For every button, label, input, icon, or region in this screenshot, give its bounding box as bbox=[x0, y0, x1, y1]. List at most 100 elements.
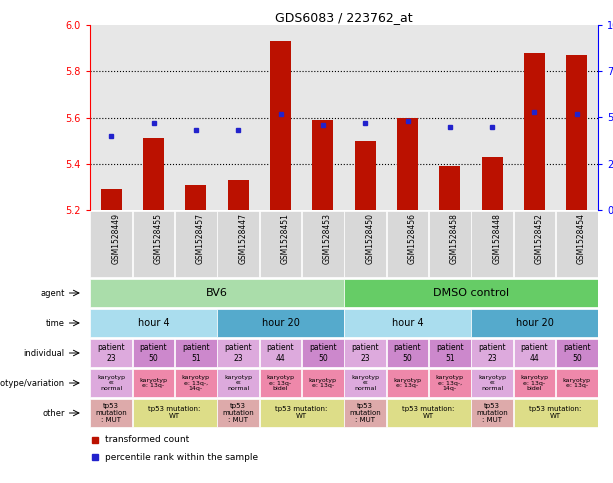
Text: percentile rank within the sample: percentile rank within the sample bbox=[105, 453, 258, 462]
Text: time: time bbox=[46, 318, 65, 327]
Bar bbox=[428, 25, 471, 210]
Bar bbox=[175, 25, 217, 210]
Text: GSM1528447: GSM1528447 bbox=[238, 213, 247, 264]
Bar bbox=[259, 25, 302, 210]
Text: GSM1528453: GSM1528453 bbox=[323, 213, 332, 264]
Text: karyotyp
e: 13q-: karyotyp e: 13q- bbox=[563, 378, 591, 388]
Text: patient
51: patient 51 bbox=[436, 343, 463, 363]
Text: transformed count: transformed count bbox=[105, 435, 189, 444]
Text: karyotyp
e:
normal: karyotyp e: normal bbox=[478, 375, 506, 391]
Text: karyotyp
e:
normal: karyotyp e: normal bbox=[97, 375, 125, 391]
Bar bbox=[471, 25, 513, 210]
Text: tp53 mutation:
WT: tp53 mutation: WT bbox=[403, 407, 455, 420]
Text: karyotyp
e: 13q-,
14q-: karyotyp e: 13q-, 14q- bbox=[436, 375, 464, 391]
Bar bbox=[387, 211, 428, 277]
Text: karyotyp
e: 13q-: karyotyp e: 13q- bbox=[394, 378, 422, 388]
Text: hour 4: hour 4 bbox=[138, 318, 169, 328]
Text: other: other bbox=[42, 409, 65, 417]
Bar bbox=[556, 369, 598, 398]
Bar bbox=[260, 211, 301, 277]
Bar bbox=[260, 339, 301, 368]
Text: tp53
mutation
: MUT: tp53 mutation : MUT bbox=[349, 403, 381, 423]
Bar bbox=[387, 339, 428, 368]
Text: GSM1528451: GSM1528451 bbox=[281, 213, 289, 264]
Text: karyotyp
e:
normal: karyotyp e: normal bbox=[351, 375, 379, 391]
Text: individual: individual bbox=[24, 349, 65, 357]
Bar bbox=[556, 211, 598, 277]
Bar bbox=[513, 25, 555, 210]
Bar bbox=[175, 369, 216, 398]
Text: genotype/variation: genotype/variation bbox=[0, 379, 65, 387]
Bar bbox=[514, 211, 555, 277]
Bar bbox=[345, 398, 386, 427]
Text: GSM1528456: GSM1528456 bbox=[408, 213, 416, 264]
Text: hour 4: hour 4 bbox=[392, 318, 424, 328]
Bar bbox=[354, 141, 376, 210]
Bar bbox=[397, 117, 418, 210]
Text: DMSO control: DMSO control bbox=[433, 288, 509, 298]
Text: BV6: BV6 bbox=[206, 288, 228, 298]
Text: patient
50: patient 50 bbox=[309, 343, 337, 363]
Bar bbox=[133, 369, 174, 398]
Bar bbox=[555, 25, 598, 210]
Text: karyotyp
e: 13q-
bidel: karyotyp e: 13q- bidel bbox=[520, 375, 549, 391]
Text: tp53 mutation:
WT: tp53 mutation: WT bbox=[148, 407, 201, 420]
Bar bbox=[260, 369, 301, 398]
Text: tp53 mutation:
WT: tp53 mutation: WT bbox=[275, 407, 328, 420]
Bar bbox=[514, 398, 598, 427]
Bar bbox=[302, 369, 343, 398]
Text: patient
44: patient 44 bbox=[520, 343, 548, 363]
Bar bbox=[302, 339, 343, 368]
Bar bbox=[227, 180, 249, 210]
Text: GSM1528458: GSM1528458 bbox=[450, 213, 459, 264]
Text: tp53
mutation
: MUT: tp53 mutation : MUT bbox=[223, 403, 254, 423]
Bar bbox=[345, 369, 386, 398]
Bar bbox=[101, 189, 122, 210]
Text: patient
23: patient 23 bbox=[97, 343, 125, 363]
Bar bbox=[175, 339, 216, 368]
Bar bbox=[217, 25, 259, 210]
Text: karyotyp
e: 13q-: karyotyp e: 13q- bbox=[309, 378, 337, 388]
Bar bbox=[90, 25, 132, 210]
Text: patient
50: patient 50 bbox=[140, 343, 167, 363]
Text: tp53 mutation:
WT: tp53 mutation: WT bbox=[530, 407, 582, 420]
Text: tp53
mutation
: MUT: tp53 mutation : MUT bbox=[476, 403, 508, 423]
Text: karyotyp
e: 13q-,
14q-: karyotyp e: 13q-, 14q- bbox=[182, 375, 210, 391]
Bar bbox=[566, 55, 587, 210]
Bar bbox=[218, 309, 343, 338]
Bar bbox=[345, 309, 471, 338]
Bar bbox=[218, 369, 259, 398]
Text: karyotyp
e: 13q-
bidel: karyotyp e: 13q- bidel bbox=[267, 375, 294, 391]
Text: GSM1528448: GSM1528448 bbox=[492, 213, 501, 264]
Text: patient
50: patient 50 bbox=[394, 343, 421, 363]
Bar bbox=[471, 398, 513, 427]
Bar bbox=[91, 398, 132, 427]
Bar bbox=[133, 339, 174, 368]
Text: GSM1528455: GSM1528455 bbox=[153, 213, 162, 264]
Text: patient
23: patient 23 bbox=[351, 343, 379, 363]
Bar bbox=[302, 25, 344, 210]
Text: hour 20: hour 20 bbox=[262, 318, 299, 328]
Bar bbox=[143, 138, 164, 210]
Bar bbox=[429, 369, 471, 398]
Bar bbox=[345, 211, 386, 277]
Text: GSM1528454: GSM1528454 bbox=[577, 213, 586, 264]
Text: GSM1528450: GSM1528450 bbox=[365, 213, 374, 264]
Bar bbox=[387, 398, 471, 427]
Bar bbox=[440, 166, 460, 210]
Text: patient
23: patient 23 bbox=[478, 343, 506, 363]
Bar bbox=[91, 369, 132, 398]
Bar bbox=[344, 25, 386, 210]
Bar bbox=[471, 339, 513, 368]
Bar bbox=[175, 211, 216, 277]
Bar bbox=[471, 309, 598, 338]
Bar bbox=[429, 211, 471, 277]
Bar bbox=[524, 53, 545, 210]
Text: karyotyp
e:
normal: karyotyp e: normal bbox=[224, 375, 252, 391]
Text: agent: agent bbox=[40, 288, 65, 298]
Text: GSM1528452: GSM1528452 bbox=[535, 213, 544, 264]
Bar bbox=[471, 369, 513, 398]
Bar bbox=[345, 279, 598, 307]
Bar bbox=[514, 369, 555, 398]
Bar bbox=[132, 25, 175, 210]
